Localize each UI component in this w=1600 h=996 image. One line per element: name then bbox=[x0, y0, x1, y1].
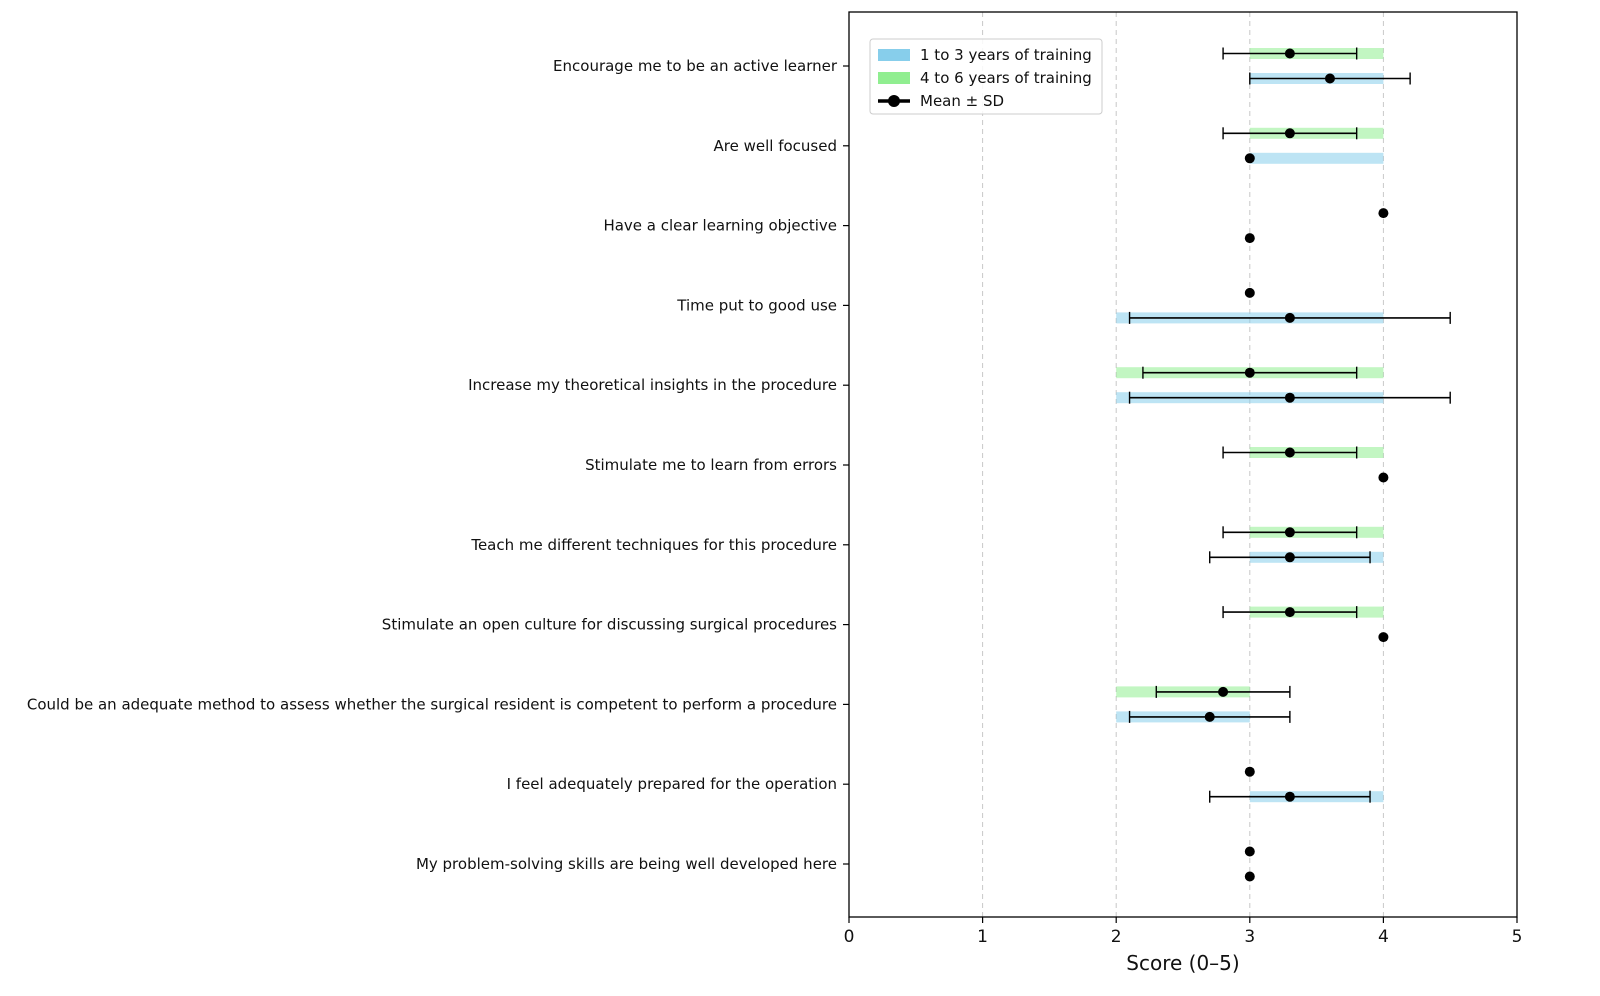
mean-marker-blue-10 bbox=[1244, 871, 1255, 882]
mean-marker-green-9 bbox=[1244, 766, 1255, 777]
y-tick-label-7: Stimulate an open culture for discussing… bbox=[382, 616, 837, 634]
mean-marker-blue-6 bbox=[1284, 552, 1295, 563]
y-tick-label-1: Are well focused bbox=[714, 137, 837, 155]
errorbars-layer bbox=[1128, 47, 1451, 882]
x-tick-label-5: 5 bbox=[1512, 927, 1523, 947]
mean-marker-green-1 bbox=[1284, 128, 1295, 139]
y-tick-label-8: Could be an adequate method to assess wh… bbox=[27, 695, 837, 713]
legend-box bbox=[869, 38, 1103, 115]
mean-marker-green-7 bbox=[1284, 607, 1295, 618]
y-tick-label-6: Teach me different techniques for this p… bbox=[470, 536, 837, 554]
mean-marker-green-8 bbox=[1218, 686, 1229, 697]
legend-mean-sd-marker bbox=[888, 95, 900, 107]
mean-marker-blue-0 bbox=[1324, 73, 1335, 84]
mean-marker-blue-2 bbox=[1244, 233, 1255, 244]
mean-marker-green-0 bbox=[1284, 48, 1295, 59]
y-tick-label-4: Increase my theoretical insights in the … bbox=[468, 376, 837, 394]
grid-layer bbox=[982, 12, 1384, 917]
y-tick-label-10: My problem-solving skills are being well… bbox=[416, 855, 837, 873]
mean-marker-green-5 bbox=[1284, 447, 1295, 458]
mean-marker-blue-4 bbox=[1284, 392, 1295, 403]
mean-marker-blue-8 bbox=[1204, 711, 1215, 722]
mean-marker-blue-9 bbox=[1284, 791, 1295, 802]
y-tick-label-3: Time put to good use bbox=[676, 296, 837, 314]
legend-swatch-1-3-years bbox=[878, 49, 910, 61]
plot-frame bbox=[848, 11, 1518, 918]
mean-marker-blue-7 bbox=[1378, 632, 1389, 643]
x-tick-label-4: 4 bbox=[1378, 927, 1389, 947]
bar-blue-1 bbox=[1249, 152, 1384, 164]
x-tick-label-0: 0 bbox=[844, 927, 855, 947]
y-tick-label-0: Encourage me to be an active learner bbox=[553, 57, 838, 75]
x-tick-label-1: 1 bbox=[977, 927, 988, 947]
y-axis: Encourage me to be an active learner Are … bbox=[27, 57, 849, 873]
x-tick-label-3: 3 bbox=[1244, 927, 1255, 947]
y-tick-label-9: I feel adequately prepared for the opera… bbox=[507, 775, 837, 793]
mean-marker-green-3 bbox=[1244, 287, 1255, 298]
legend-swatch-4-6-years bbox=[878, 72, 910, 84]
x-axis-label: Score (0–5) bbox=[1126, 951, 1239, 975]
legend-label-1-3-years: 1 to 3 years of training bbox=[920, 46, 1092, 64]
mean-marker-blue-5 bbox=[1378, 472, 1389, 483]
mean-marker-green-4 bbox=[1244, 367, 1255, 378]
mean-marker-blue-3 bbox=[1284, 312, 1295, 323]
x-tick-label-2: 2 bbox=[1111, 927, 1122, 947]
mean-marker-green-10 bbox=[1244, 846, 1255, 857]
legend-label-4-6-years: 4 to 6 years of training bbox=[920, 69, 1092, 87]
x-axis: 0 1 2 3 4 5 bbox=[844, 917, 1523, 947]
legend: 1 to 3 years of training 4 to 6 years of… bbox=[869, 38, 1103, 115]
y-tick-label-2: Have a clear learning objective bbox=[603, 217, 837, 235]
mean-marker-green-6 bbox=[1284, 527, 1295, 538]
mean-marker-green-2 bbox=[1378, 208, 1389, 219]
legend-label-mean-sd: Mean ± SD bbox=[920, 92, 1004, 110]
y-tick-label-5: Stimulate me to learn from errors bbox=[585, 456, 837, 474]
mean-marker-blue-1 bbox=[1244, 153, 1255, 164]
